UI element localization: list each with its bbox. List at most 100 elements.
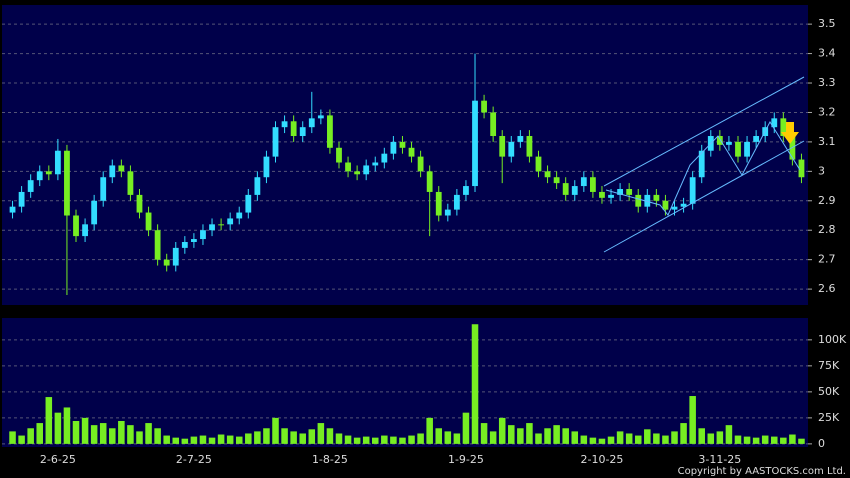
candle-body xyxy=(526,136,533,157)
candle-body xyxy=(64,150,70,216)
candle-body xyxy=(308,118,315,128)
candle-body xyxy=(508,141,515,157)
y-tick-label: 3.3 xyxy=(818,76,836,89)
volume-bar xyxy=(752,437,760,444)
candle-body xyxy=(190,239,197,242)
volume-bar xyxy=(245,433,252,444)
volume-bar xyxy=(390,436,397,444)
volume-bar xyxy=(716,431,724,444)
candle-body xyxy=(771,118,778,128)
candle-body xyxy=(444,209,451,216)
volume-bar xyxy=(580,435,588,444)
candle-body xyxy=(535,156,542,172)
volume-bar xyxy=(27,428,34,444)
y-tick-label: 3.2 xyxy=(818,105,836,118)
volume-bar xyxy=(90,425,98,444)
volume-bar xyxy=(208,437,216,444)
y-tick-label: 0 xyxy=(818,437,825,450)
candle-body xyxy=(245,194,252,213)
volume-bar xyxy=(798,438,805,444)
candle-body xyxy=(227,218,234,225)
volume-bar xyxy=(444,431,452,444)
candle-body xyxy=(580,177,587,187)
candle-body xyxy=(218,224,225,226)
candle-body xyxy=(671,206,678,210)
volume-bar xyxy=(571,431,579,444)
x-tick-label: 1-9-25 xyxy=(448,453,484,466)
candle-body xyxy=(698,150,705,178)
volume-bar xyxy=(344,435,352,444)
volume-bar xyxy=(653,433,660,444)
volume-bar xyxy=(508,425,515,444)
zigzag xyxy=(605,120,801,216)
volume-bar xyxy=(263,428,270,444)
volume-bar xyxy=(181,438,189,444)
candle-body xyxy=(263,156,270,178)
candle-body xyxy=(744,141,750,157)
y-tick-label: 100K xyxy=(818,333,847,346)
candle-body xyxy=(327,115,333,148)
y-tick-label: 2.7 xyxy=(818,253,836,266)
volume-bar xyxy=(54,412,62,444)
y-tick-label: 3.5 xyxy=(818,17,836,30)
volume-bar xyxy=(109,428,116,444)
volume-bar xyxy=(272,417,279,444)
volume-bar xyxy=(99,423,107,444)
volume-bar xyxy=(190,436,198,444)
marks xyxy=(9,53,805,444)
volume-bar xyxy=(172,437,180,444)
candle-body xyxy=(617,189,624,195)
volume-bar xyxy=(453,433,461,444)
channel-lower xyxy=(603,140,805,253)
volume-bar xyxy=(553,425,560,444)
volume-bar xyxy=(154,428,161,444)
candle-body xyxy=(626,189,633,195)
candle-body xyxy=(780,118,787,137)
candle-body xyxy=(127,171,134,195)
x-tick-label: 2-6-25 xyxy=(40,453,76,466)
volume-bar xyxy=(317,423,325,444)
volume-bar xyxy=(371,437,379,444)
volume-bar xyxy=(734,435,742,444)
candle-body xyxy=(490,112,497,137)
volume-bar xyxy=(435,428,443,444)
candle-body xyxy=(181,241,188,248)
volume-bar xyxy=(290,431,297,444)
volume-bar xyxy=(408,435,415,444)
candle-body xyxy=(118,165,125,172)
candle-body xyxy=(517,136,524,142)
volume-bar xyxy=(634,435,642,444)
volume-bar xyxy=(780,437,787,444)
volume-bar xyxy=(489,431,497,444)
volume-bar xyxy=(589,437,597,444)
volume-bar xyxy=(127,425,134,444)
candle-body xyxy=(753,136,760,142)
volume-bar xyxy=(616,431,624,444)
volume-bar xyxy=(254,431,261,444)
volume-bar xyxy=(63,407,71,444)
copyright: Copyright by AASTOCKS.com Ltd. xyxy=(678,466,846,477)
volume-bar xyxy=(462,412,470,444)
volume-bar xyxy=(281,428,288,444)
price-panel xyxy=(2,5,808,305)
candle-body xyxy=(381,153,388,163)
candle-body xyxy=(54,150,61,175)
candle-body xyxy=(363,165,370,175)
candle-body xyxy=(472,100,478,187)
candle-body xyxy=(408,147,415,157)
volume-bar xyxy=(761,435,769,444)
candle-body xyxy=(716,136,723,145)
candle-body xyxy=(798,159,805,178)
y-tick-label: 50K xyxy=(818,385,840,398)
candle-body xyxy=(390,141,397,154)
volume-bar xyxy=(789,434,796,444)
candle-body xyxy=(453,194,460,210)
candle-body xyxy=(172,247,179,266)
candle-body xyxy=(45,171,52,175)
volume-bar xyxy=(326,428,334,444)
candle-body xyxy=(281,121,288,128)
volume-bar xyxy=(562,428,569,444)
candle-body xyxy=(100,177,107,201)
candle-body xyxy=(317,115,324,119)
